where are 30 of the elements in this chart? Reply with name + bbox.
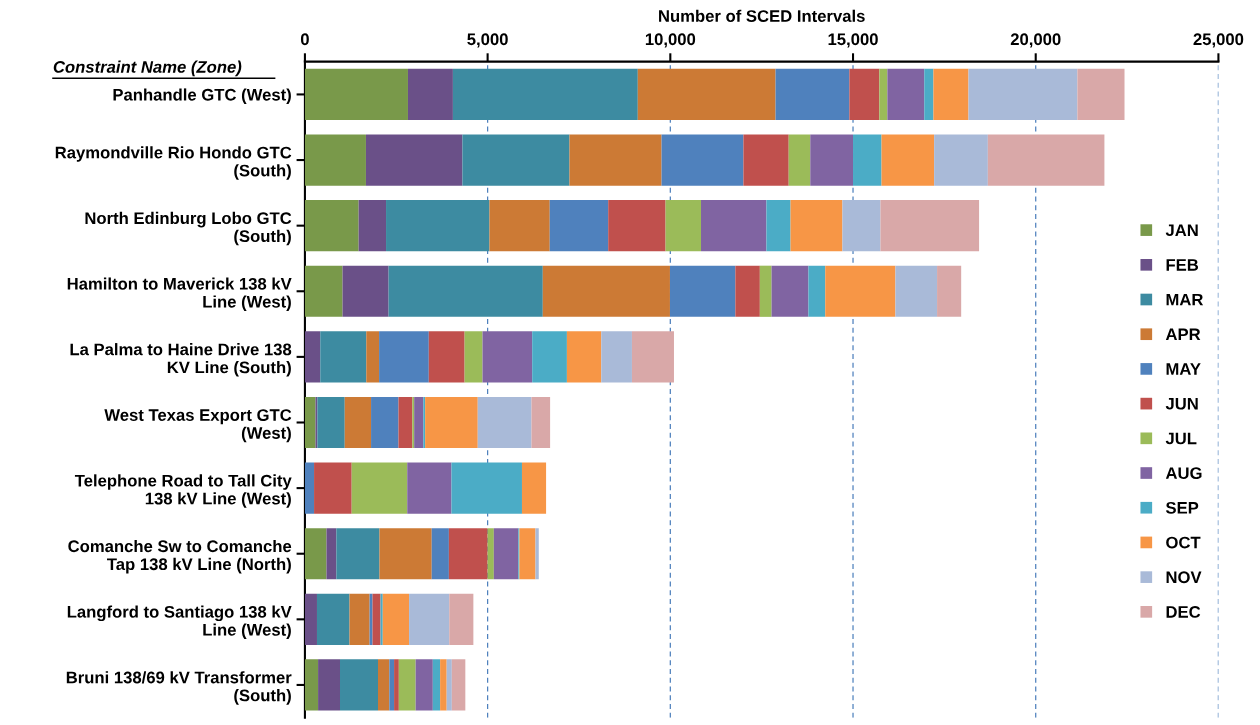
y-tick-label: La Palma to Haine Drive 138 KV Line (South) — [70, 343, 292, 377]
legend-label: FEB — [1166, 259, 1199, 271]
y-tick-label: Raymondville Rio Hondo GTC (South) — [55, 146, 292, 180]
legend-label: JUN — [1165, 397, 1198, 410]
x-tick-label: 5,000 — [467, 33, 508, 48]
text: Constraint Name (Zone) — [53, 60, 242, 77]
legend-label: APR — [1165, 328, 1201, 341]
y-tick-label: West Texas Export GTC (West) — [104, 409, 292, 443]
x-tick-label: 0 — [300, 33, 309, 46]
y-tick-label: North Edinburg Lobo GTC (South) — [85, 211, 292, 246]
legend-label: OCT — [1166, 536, 1201, 549]
legend-label: JAN — [1165, 224, 1198, 237]
y-tick-label: Hamilton to Maverick 138 kV Line (West) — [67, 277, 292, 311]
x-tick-label: 15,000 — [828, 33, 878, 48]
x-tick-label: 10,000 — [645, 33, 696, 48]
x-tick-label: 20,000 — [1010, 33, 1061, 48]
y-tick-label: Telephone Road to Tall City 138 kV Line (West) — [74, 474, 292, 508]
x-axis-title: Number of SCED Intervals — [659, 9, 865, 22]
legend-label: JUL — [1165, 432, 1197, 445]
legend-label: DEC — [1166, 606, 1201, 618]
legend-label: MAR — [1166, 293, 1204, 306]
legend-label: SEP — [1165, 501, 1199, 514]
x-tick-label: 25,000 — [1193, 33, 1244, 48]
y-tick-label: Panhandle GTC (West) — [113, 88, 291, 104]
legend-label: AUG — [1165, 467, 1202, 480]
y-tick-label: Langford to Santiago 138 kV Line (West) — [67, 605, 292, 640]
legend-label: NOV — [1166, 571, 1202, 584]
legend-label: MAY — [1166, 363, 1201, 375]
y-tick-label: Comanche Sw to Comanche Tap 138 kV Line (North) — [68, 539, 292, 574]
y-tick-label: Bruni 138/69 kV Transformer (South) — [66, 671, 292, 705]
